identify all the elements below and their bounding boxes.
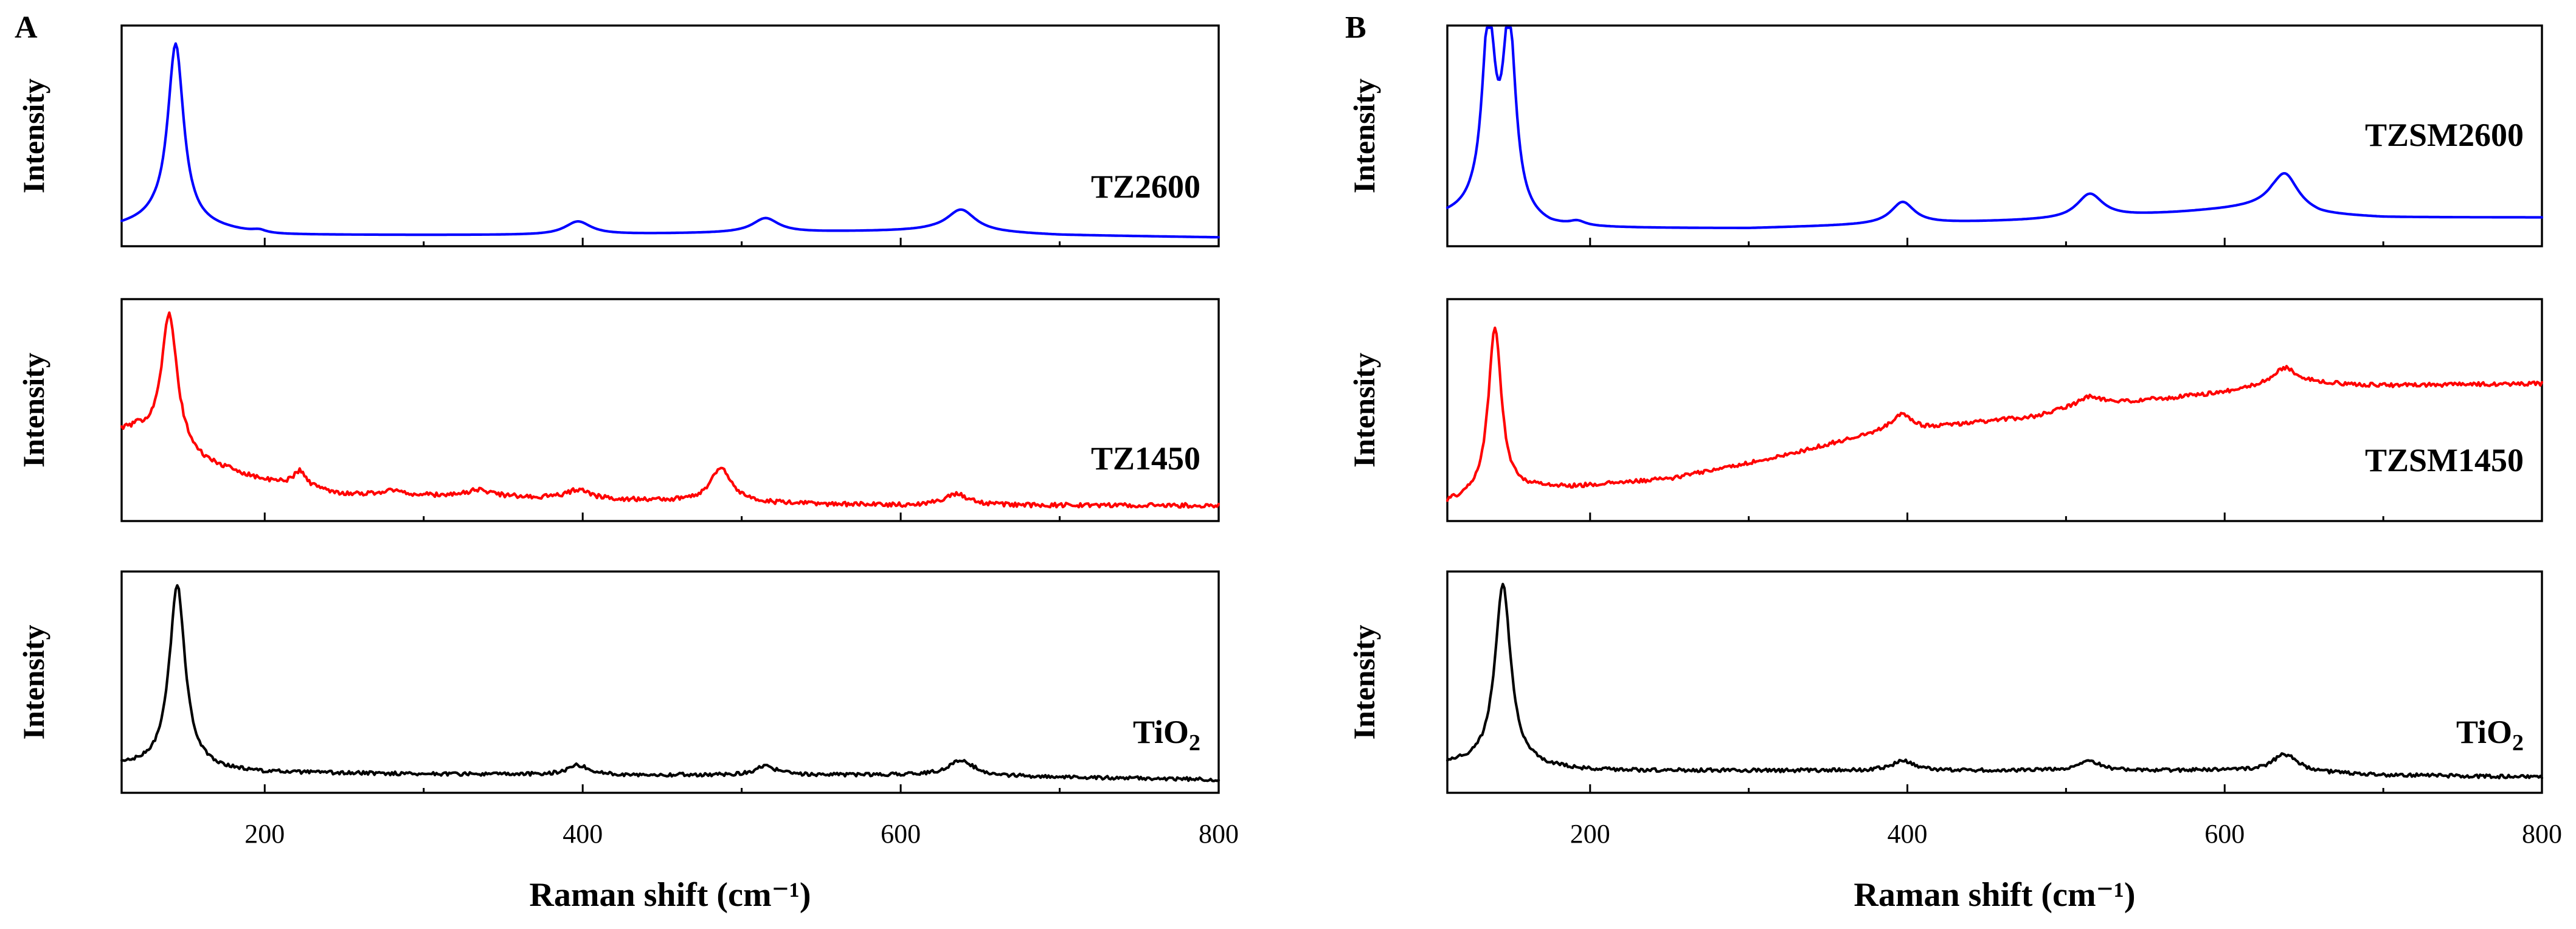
subplot-frame (120, 570, 1220, 794)
series-label: TZ2600 (1091, 168, 1200, 205)
y-axis-label: Intensity (16, 78, 50, 193)
y-axis-label: Intensity (1347, 78, 1381, 193)
x-tick-label: 200 (244, 819, 285, 849)
series-label-subscript: 2 (2512, 730, 2524, 756)
y-axis-label: Intensity (16, 625, 50, 740)
panel-label: A (15, 10, 38, 45)
x-tick-label: 600 (2204, 819, 2245, 849)
x-axis-label: Raman shift (cm⁻¹) (529, 876, 811, 914)
subplot-frame (120, 298, 1220, 522)
subplot-frame (1446, 570, 2543, 794)
x-tick-label: 400 (563, 819, 603, 849)
subplot-frame (1446, 24, 2543, 247)
series-label-subscript: 2 (1189, 730, 1200, 756)
series-label: TZSM1450 (2365, 442, 2524, 478)
series-line (120, 584, 1220, 782)
series-line (1446, 26, 2544, 229)
x-tick-label: 800 (2522, 819, 2562, 849)
x-tick-label: 200 (1570, 819, 1610, 849)
subplot-frame (1446, 298, 2543, 522)
y-axis-label: Intensity (1347, 353, 1381, 468)
series-line (1446, 326, 2544, 502)
panel-b: B Intensity TZSM2600 Intensity TZSM1450 Inten… (1345, 10, 2562, 914)
x-tick-label: 600 (881, 819, 921, 849)
y-axis-label: Intensity (1347, 625, 1381, 740)
x-tick-label: 400 (1888, 819, 1928, 849)
subplot-frame (120, 24, 1220, 247)
x-axis-label: Raman shift (cm⁻¹) (1854, 876, 2135, 914)
series-label: TZSM2600 (2365, 117, 2524, 153)
panel-a: A Intensity TZ2600 Intensity TZ1450 Intensity… (15, 10, 1239, 914)
y-axis-label: Intensity (16, 353, 50, 468)
series-label: TZ1450 (1091, 440, 1200, 477)
panel-label: B (1345, 10, 1366, 45)
series-line (1446, 582, 2544, 780)
series-line (120, 42, 1220, 239)
series-line (120, 311, 1220, 509)
x-tick-label: 800 (1199, 819, 1239, 849)
